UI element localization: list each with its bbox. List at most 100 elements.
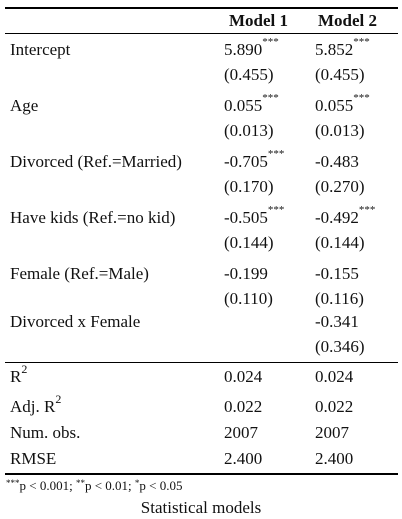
model1-coef: 5.890***: [224, 36, 279, 62]
model2-se: (0.270): [315, 175, 365, 199]
model2-stat: 2.400: [315, 447, 353, 471]
model2-coef: -0.155: [315, 262, 359, 286]
model1-se-text: (0.110): [224, 289, 273, 308]
top-rule: [5, 7, 398, 9]
row-label: Divorced x Female: [10, 310, 140, 334]
model1-stat-text: 2007: [224, 423, 258, 442]
note-stars-2: **: [75, 478, 85, 488]
model1-stat-text: 2.400: [224, 449, 263, 468]
row-label-text: Intercept: [10, 40, 71, 59]
stat-label-superscript: 2: [21, 362, 28, 376]
model1-coef-text: -0.705: [224, 152, 268, 171]
model2-stat: 0.024: [315, 365, 353, 389]
model1-se: (0.110): [224, 287, 273, 311]
row-label: Age: [10, 94, 38, 118]
model2-se-text: (0.455): [315, 65, 365, 84]
model2-se-text: (0.013): [315, 121, 365, 140]
stat-label: Adj. R2: [10, 392, 62, 419]
model1-coef-text: -0.505: [224, 208, 268, 227]
stat-label: Num. obs.: [10, 421, 80, 445]
model1-se: (0.170): [224, 175, 274, 199]
model1-coef: -0.505***: [224, 204, 285, 230]
model2-coef-stars: ***: [353, 36, 370, 48]
bottom-rule: [5, 473, 398, 475]
model1-se-text: (0.170): [224, 177, 274, 196]
stat-label-text: Num. obs.: [10, 423, 81, 442]
model2-stat: 0.022: [315, 395, 353, 419]
model1-coef-stars: ***: [262, 92, 279, 104]
model1-coef: -0.705***: [224, 148, 285, 174]
stat-label-text: R: [10, 367, 22, 386]
model1-se: (0.144): [224, 231, 274, 255]
model1-stat: 0.022: [224, 395, 262, 419]
header-model-2: Model 2: [318, 11, 378, 30]
stat-label-superscript: 2: [55, 392, 62, 406]
model1-coef-stars: ***: [267, 204, 285, 216]
significance-note: ***p < 0.001; **p < 0.01; *p < 0.05: [6, 477, 183, 495]
note-text-3: p < 0.05: [139, 478, 183, 493]
model2-coef-text: 5.852: [315, 40, 354, 59]
row-label: Intercept: [10, 38, 70, 62]
model2-coef: -0.341: [315, 310, 359, 334]
row-label-text: Female (Ref.=Male): [10, 264, 149, 283]
header-rule: [5, 33, 398, 34]
note-stars-3: *: [134, 478, 140, 488]
model2-coef: 5.852***: [315, 36, 370, 62]
model2-se: (0.144): [315, 231, 365, 255]
model2-se-text: (0.144): [315, 233, 365, 252]
model2-coef: -0.492***: [315, 204, 376, 230]
model1-se-text: (0.455): [224, 65, 274, 84]
model1-coef-text: 0.055: [224, 96, 263, 115]
note-text-1: p < 0.001;: [19, 478, 76, 493]
model2-se-text: (0.346): [315, 337, 365, 356]
model2-coef-text: -0.155: [315, 264, 359, 283]
model2-coef-text: -0.341: [315, 312, 359, 331]
model1-stat-text: 0.022: [224, 397, 263, 416]
model1-coef-stars: ***: [267, 148, 285, 160]
model1-se: (0.013): [224, 119, 274, 143]
row-label: Have kids (Ref.=no kid): [10, 206, 175, 230]
row-label: Female (Ref.=Male): [10, 262, 149, 286]
row-label-text: Divorced (Ref.=Married): [10, 152, 182, 171]
model1-coef-stars: ***: [262, 36, 279, 48]
model2-se: (0.013): [315, 119, 365, 143]
model1-coef-text: 5.890: [224, 40, 263, 59]
model2-se: (0.346): [315, 335, 365, 359]
model1-stat: 2007: [224, 421, 258, 445]
model2-stat-text: 2.400: [315, 449, 354, 468]
model1-coef: -0.199: [224, 262, 268, 286]
note-text-2: p < 0.01;: [84, 478, 135, 493]
model2-se: (0.116): [315, 287, 364, 311]
row-label-text: Age: [10, 96, 39, 115]
row-label-text: Have kids (Ref.=no kid): [10, 208, 176, 227]
model2-coef-stars: ***: [353, 92, 370, 104]
model1-coef-text: -0.199: [224, 264, 268, 283]
stat-label-text: Adj. R: [10, 397, 56, 416]
model2-stat-text: 0.022: [315, 397, 354, 416]
model2-coef-text: -0.492: [315, 208, 359, 227]
model1-se: (0.455): [224, 63, 274, 87]
row-label: Divorced (Ref.=Married): [10, 150, 182, 174]
model2-coef-stars: ***: [358, 204, 376, 216]
model2-stat-text: 2007: [315, 423, 349, 442]
header-model-1: Model 1: [229, 11, 289, 30]
model2-stat: 2007: [315, 421, 349, 445]
model2-stat-text: 0.024: [315, 367, 354, 386]
model1-stat: 2.400: [224, 447, 262, 471]
model2-se-text: (0.270): [315, 177, 365, 196]
note-stars-1: ***: [6, 478, 20, 488]
model2-coef: -0.483: [315, 150, 359, 174]
model2-se: (0.455): [315, 63, 365, 87]
stat-label-text: RMSE: [10, 449, 57, 468]
model1-stat-text: 0.024: [224, 367, 263, 386]
stat-label: R2: [10, 362, 28, 389]
row-label-text: Divorced x Female: [10, 312, 141, 331]
model1-coef: 0.055***: [224, 92, 279, 118]
model2-coef-text: 0.055: [315, 96, 354, 115]
model1-se-text: (0.013): [224, 121, 274, 140]
model1-stat: 0.024: [224, 365, 262, 389]
stat-label: RMSE: [10, 447, 56, 471]
model2-coef-text: -0.483: [315, 152, 359, 171]
table-caption: Statistical models: [140, 498, 262, 517]
